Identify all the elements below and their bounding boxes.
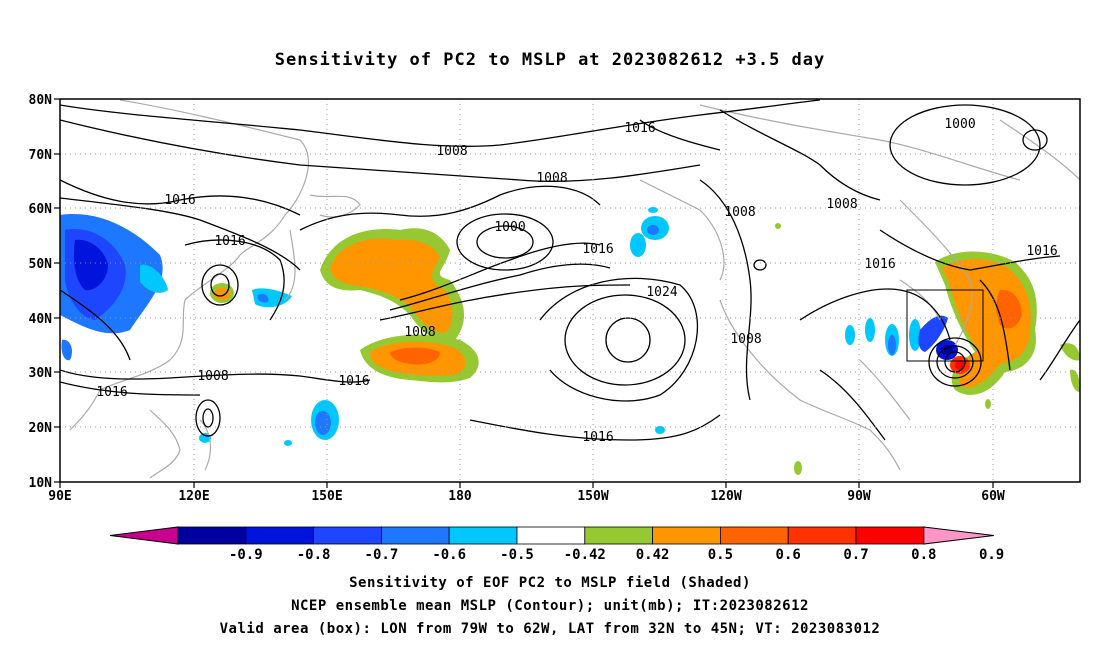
- lon-label: 150W: [577, 489, 608, 504]
- colorbar-swatch: [313, 526, 382, 545]
- contour-labels: 1016 1008 1008 1000 1016 1016 1000 1016 …: [96, 117, 1057, 445]
- contour-label: 1024: [646, 285, 677, 300]
- lon-label: 150E: [311, 489, 342, 504]
- axis-ticks: [54, 98, 994, 488]
- colorbar-label: 0.42: [636, 547, 670, 563]
- contour-label: 1016: [582, 430, 613, 445]
- colorbar-label: -0.8: [297, 547, 331, 563]
- colorbar-swatch: [720, 526, 789, 545]
- lat-label: 70N: [29, 148, 53, 163]
- colorbar-swatch: [787, 526, 857, 545]
- coastlines: [69, 99, 1080, 479]
- colorbar: -0.9 -0.8 -0.7 -0.6 -0.5 -0.42 0.42 0.5 0.6 0.7 0.…: [109, 526, 1004, 563]
- contour-label: 1016: [864, 257, 895, 272]
- contour-label: 1008: [404, 325, 435, 340]
- contour-label: 1016: [338, 374, 369, 389]
- lon-label: 120E: [178, 489, 209, 504]
- contour-label: 1008: [730, 332, 761, 347]
- lon-label: 90W: [847, 489, 871, 504]
- contour-label: 1016: [582, 242, 613, 257]
- lon-axis-labels: 90E 120E 150E 180 150W 120W 90W 60W: [48, 489, 1005, 504]
- colorbar-swatch: [245, 526, 315, 545]
- colorbar-label: 0.5: [708, 547, 733, 563]
- lat-label: 30N: [29, 366, 53, 381]
- lat-axis-labels: 80N 70N 60N 50N 40N 30N 20N 10N: [29, 93, 53, 491]
- contour-label: 1000: [494, 220, 525, 235]
- lat-label: 40N: [29, 312, 53, 327]
- valid-area-box: [906, 289, 984, 362]
- colorbar-label: 0.7: [843, 547, 868, 563]
- colorbar-arrow-low: [109, 526, 179, 545]
- contour-label: 1016: [164, 193, 195, 208]
- colorbar-swatch: [380, 526, 450, 545]
- map-frame: [59, 98, 1081, 483]
- colorbar-swatch: [652, 526, 721, 545]
- contour-label: 1008: [197, 369, 228, 384]
- contour-label: 1016: [624, 121, 655, 136]
- colorbar-swatch: [855, 526, 925, 545]
- contour-label: 1000: [944, 117, 975, 132]
- lat-label: 50N: [29, 257, 53, 272]
- colorbar-label: -0.7: [365, 547, 399, 563]
- contour-label: 1016: [1026, 244, 1057, 259]
- caption-line-3: Valid area (box): LON from 79W to 62W, L…: [219, 621, 881, 637]
- contour-label: 1008: [536, 171, 567, 186]
- caption-line-2: NCEP ensemble mean MSLP (Contour); unit(…: [291, 598, 809, 614]
- colorbar-swatch: [177, 526, 247, 545]
- lon-label: 60W: [981, 489, 1005, 504]
- contour-label: 1008: [826, 197, 857, 212]
- mslp-contours: [60, 99, 1080, 441]
- contour-label: 1008: [724, 205, 755, 220]
- caption-line-1: Sensitivity of EOF PC2 to MSLP field (Sh…: [349, 575, 751, 591]
- contour-label: 1008: [436, 144, 467, 159]
- colorbar-label: -0.42: [564, 547, 606, 563]
- lon-label: 120W: [710, 489, 741, 504]
- colorbar-arrow-high: [923, 526, 994, 545]
- colorbar-label: -0.6: [432, 547, 466, 563]
- lon-label: 180: [448, 489, 472, 504]
- colorbar-label: 0.6: [776, 547, 801, 563]
- grid-lines: [60, 99, 1080, 482]
- colorbar-label: -0.5: [500, 547, 534, 563]
- contour-label: 1016: [214, 234, 245, 249]
- contour-label: 1016: [96, 385, 127, 400]
- colorbar-swatch: [448, 526, 518, 545]
- colorbar-swatch: [516, 526, 586, 545]
- colorbar-swatch: [584, 526, 653, 545]
- lat-label: 20N: [29, 421, 53, 436]
- colorbar-label: 0.9: [979, 547, 1004, 563]
- lat-label: 10N: [29, 476, 53, 491]
- lat-label: 60N: [29, 202, 53, 217]
- colorbar-label: -0.9: [229, 547, 263, 563]
- lon-label: 90E: [48, 489, 71, 504]
- colorbar-label: 0.8: [911, 547, 936, 563]
- map-title: Sensitivity of PC2 to MSLP at 2023082612…: [274, 50, 826, 70]
- lat-label: 80N: [29, 93, 53, 108]
